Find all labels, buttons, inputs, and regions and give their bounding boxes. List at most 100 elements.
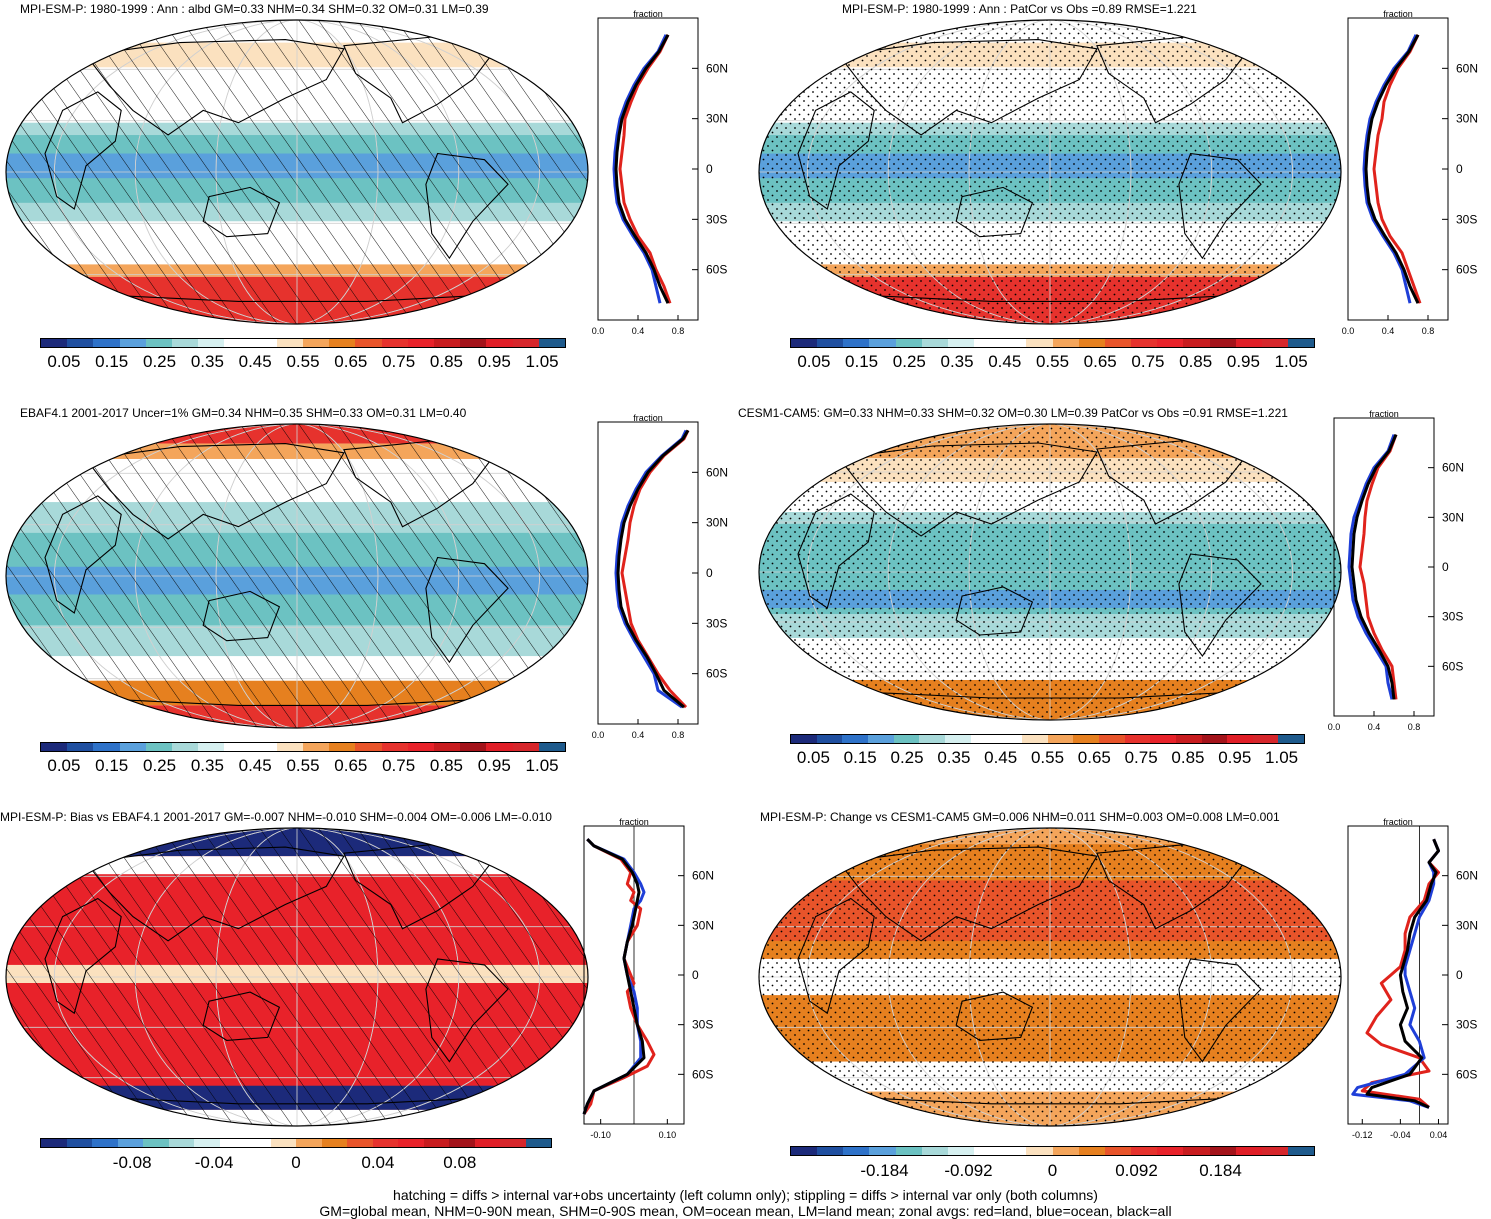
colorbar-label: 0.15	[845, 352, 878, 372]
colorbar	[790, 338, 1315, 348]
colorbar-swatch	[245, 1139, 271, 1147]
x-tick-label: 0.10	[659, 1130, 677, 1140]
lat-tick-label: 30S	[692, 1018, 713, 1032]
colorbar-swatch	[1150, 735, 1176, 743]
zonal-axis-title: fraction	[1369, 409, 1399, 419]
colorbar-swatch	[251, 743, 277, 751]
lat-tick-label: 30S	[706, 212, 727, 226]
colorbar-swatch	[460, 339, 486, 347]
colorbar-swatch	[1026, 339, 1052, 347]
colorbar-swatch	[1125, 735, 1151, 743]
colorbar-swatch	[1262, 1147, 1288, 1155]
colorbar-swatch	[1262, 339, 1288, 347]
colorbar-label: 0.65	[1084, 352, 1117, 372]
colorbar-swatch	[373, 1139, 399, 1147]
colorbar-swatch	[449, 1139, 475, 1147]
colorbar-swatch	[1210, 1147, 1236, 1155]
colorbar-label: 0.75	[1131, 352, 1164, 372]
colorbar	[40, 742, 566, 752]
lat-tick-label: 60N	[706, 465, 728, 479]
colorbar-swatch	[251, 339, 277, 347]
colorbar-label: 0	[291, 1153, 300, 1173]
x-tick-label: 0.4	[1382, 326, 1395, 336]
colorbar-swatch	[355, 743, 381, 751]
zonal-axis-title: fraction	[633, 413, 663, 423]
x-tick-label: -0.12	[1352, 1130, 1373, 1140]
colorbar-swatch	[948, 1147, 974, 1155]
colorbar-label: 1.05	[1275, 352, 1308, 372]
lat-tick-label: 30N	[1456, 918, 1478, 932]
colorbar-swatch	[434, 339, 460, 347]
colorbar-swatch	[843, 339, 869, 347]
lat-tick-label: 60N	[1456, 61, 1478, 75]
colorbar-label: 0.05	[47, 352, 80, 372]
lat-tick-label: 0	[1456, 968, 1463, 982]
colorbar-swatch	[1202, 735, 1228, 743]
colorbar-label: 0.95	[1227, 352, 1260, 372]
colorbar-label: 0.55	[286, 352, 319, 372]
colorbar-swatch	[120, 743, 146, 751]
lat-tick-label: 30S	[1456, 212, 1477, 226]
colorbar-swatch	[817, 339, 843, 347]
colorbar-swatch	[1105, 1147, 1131, 1155]
colorbar-label: 0.65	[334, 756, 367, 776]
zonal-line-ocean	[614, 35, 666, 303]
x-tick-label: 0.8	[1408, 722, 1421, 732]
colorbar-swatch	[1183, 339, 1209, 347]
colorbar-swatch	[1079, 339, 1105, 347]
colorbar-label: 0.45	[239, 352, 272, 372]
lat-tick-label: 60S	[706, 263, 727, 277]
colorbar-label: 0.092	[1115, 1161, 1158, 1181]
colorbar-swatch	[817, 735, 843, 743]
colorbar-label: 0.95	[478, 756, 511, 776]
zonal-line-all	[618, 430, 688, 707]
lat-tick-label: 60S	[1456, 263, 1477, 277]
colorbar-swatch	[118, 1139, 144, 1147]
colorbar-label: 0.65	[334, 352, 367, 372]
colorbar-label: 0.35	[191, 352, 224, 372]
lat-tick-label: 0	[692, 968, 699, 982]
colorbar-swatch	[817, 1147, 843, 1155]
colorbar-swatch	[1026, 1147, 1052, 1155]
colorbar-swatch	[1000, 1147, 1026, 1155]
x-tick-label: 0.8	[672, 730, 685, 740]
colorbar-swatch	[41, 339, 67, 347]
colorbar-swatch	[1073, 735, 1099, 743]
colorbar-swatch	[67, 339, 93, 347]
zonal-line-ocean	[1364, 35, 1416, 303]
colorbar-swatch	[1288, 1147, 1314, 1155]
colorbar-label: 0.55	[1031, 748, 1064, 768]
colorbar-swatch	[1210, 339, 1236, 347]
colorbar-swatch	[486, 339, 512, 347]
colorbar-swatch	[1288, 339, 1314, 347]
colorbar-swatch	[67, 743, 93, 751]
colorbar-swatch	[93, 743, 119, 751]
colorbar-label: 0	[1048, 1161, 1057, 1181]
colorbar-swatch	[143, 1139, 169, 1147]
panel-title: MPI-ESM-P: 1980-1999 : Ann : PatCor vs O…	[842, 2, 1197, 16]
colorbar-swatch	[513, 743, 539, 751]
colorbar-swatch	[922, 1147, 948, 1155]
colorbar-swatch	[382, 743, 408, 751]
colorbar-swatch	[424, 1139, 450, 1147]
map	[757, 826, 1343, 1128]
colorbar-swatch	[67, 1139, 93, 1147]
zonal-line-land	[620, 35, 670, 303]
colorbar-swatch	[1022, 735, 1048, 743]
colorbar-label: 0.15	[95, 352, 128, 372]
colorbar-label: 0.25	[143, 756, 176, 776]
colorbar-swatch	[996, 735, 1022, 743]
zonal-axis-title: fraction	[619, 817, 649, 827]
x-tick-label: 0.0	[1342, 326, 1355, 336]
zonal-line-land	[1374, 35, 1420, 303]
colorbar-swatch	[974, 339, 1000, 347]
colorbar-swatch	[41, 1139, 67, 1147]
colorbar-swatch	[896, 339, 922, 347]
colorbar-swatch	[172, 743, 198, 751]
colorbar-swatch	[277, 339, 303, 347]
colorbar-label: 0.35	[940, 352, 973, 372]
colorbar-label: 0.35	[937, 748, 970, 768]
colorbar-label: 1.05	[526, 352, 559, 372]
colorbar-label: 1.05	[526, 756, 559, 776]
